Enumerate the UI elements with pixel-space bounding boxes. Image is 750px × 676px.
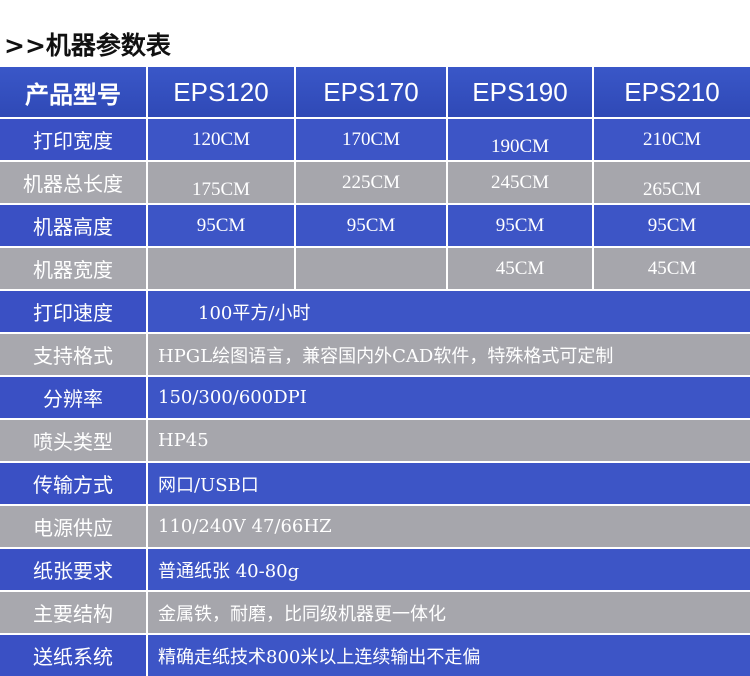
table-cell: 210CM xyxy=(594,119,750,160)
row-label: 喷头类型 xyxy=(0,420,148,461)
table-cell: HPGL绘图语言，兼容国内外CAD软件，特殊格式可定制 xyxy=(148,334,750,375)
table-cell: 170CM xyxy=(296,119,448,160)
table-cell: 95CM xyxy=(594,205,750,246)
table-cell: 45CM xyxy=(594,248,750,289)
row-label: 打印宽度 xyxy=(0,119,148,160)
table-cell: 175CM xyxy=(148,162,296,203)
table-cell: 150/300/600DPI xyxy=(148,377,750,418)
spec-table: 产品型号 EPS120 EPS170 EPS190 EPS210 打印宽度 12… xyxy=(0,67,750,676)
row-label: 纸张要求 xyxy=(0,549,148,590)
table-cell: 100平方/小时 xyxy=(148,291,750,332)
row-label: 主要结构 xyxy=(0,592,148,633)
row-label: 机器总长度 xyxy=(0,162,148,203)
table-cell: HP45 xyxy=(148,420,750,461)
table-cell xyxy=(148,248,296,289)
table-cell: 245CM xyxy=(448,162,594,203)
table-cell: 95CM xyxy=(148,205,296,246)
header-eps190: EPS190 xyxy=(448,67,594,117)
header-eps170: EPS170 xyxy=(296,67,448,117)
header-eps120: EPS120 xyxy=(148,67,296,117)
table-cell: 95CM xyxy=(296,205,448,246)
row-label: 机器高度 xyxy=(0,205,148,246)
page-title: >>机器参数表 xyxy=(4,31,171,60)
table-cell: 普通纸张 40-80g xyxy=(148,549,750,590)
row-label: 分辨率 xyxy=(0,377,148,418)
row-label: 打印速度 xyxy=(0,291,148,332)
table-cell: 95CM xyxy=(448,205,594,246)
row-label: 送纸系统 xyxy=(0,635,148,676)
table-cell: 精确走纸技术800米以上连续输出不走偏 xyxy=(148,635,750,676)
table-cell: 190CM xyxy=(448,119,594,160)
table-cell: 225CM xyxy=(296,162,448,203)
table-cell: 45CM xyxy=(448,248,594,289)
table-cell xyxy=(296,248,448,289)
row-label: 机器宽度 xyxy=(0,248,148,289)
table-cell: 110/240V 47/66HZ xyxy=(148,506,750,547)
table-cell: 网口/USB口 xyxy=(148,463,750,504)
row-label: 传输方式 xyxy=(0,463,148,504)
row-label: 电源供应 xyxy=(0,506,148,547)
table-cell: 金属铁，耐磨，比同级机器更一体化 xyxy=(148,592,750,633)
header-eps210: EPS210 xyxy=(594,67,750,117)
row-label: 支持格式 xyxy=(0,334,148,375)
table-cell: 120CM xyxy=(148,119,296,160)
table-cell: 265CM xyxy=(594,162,750,203)
header-model-label: 产品型号 xyxy=(0,67,148,117)
